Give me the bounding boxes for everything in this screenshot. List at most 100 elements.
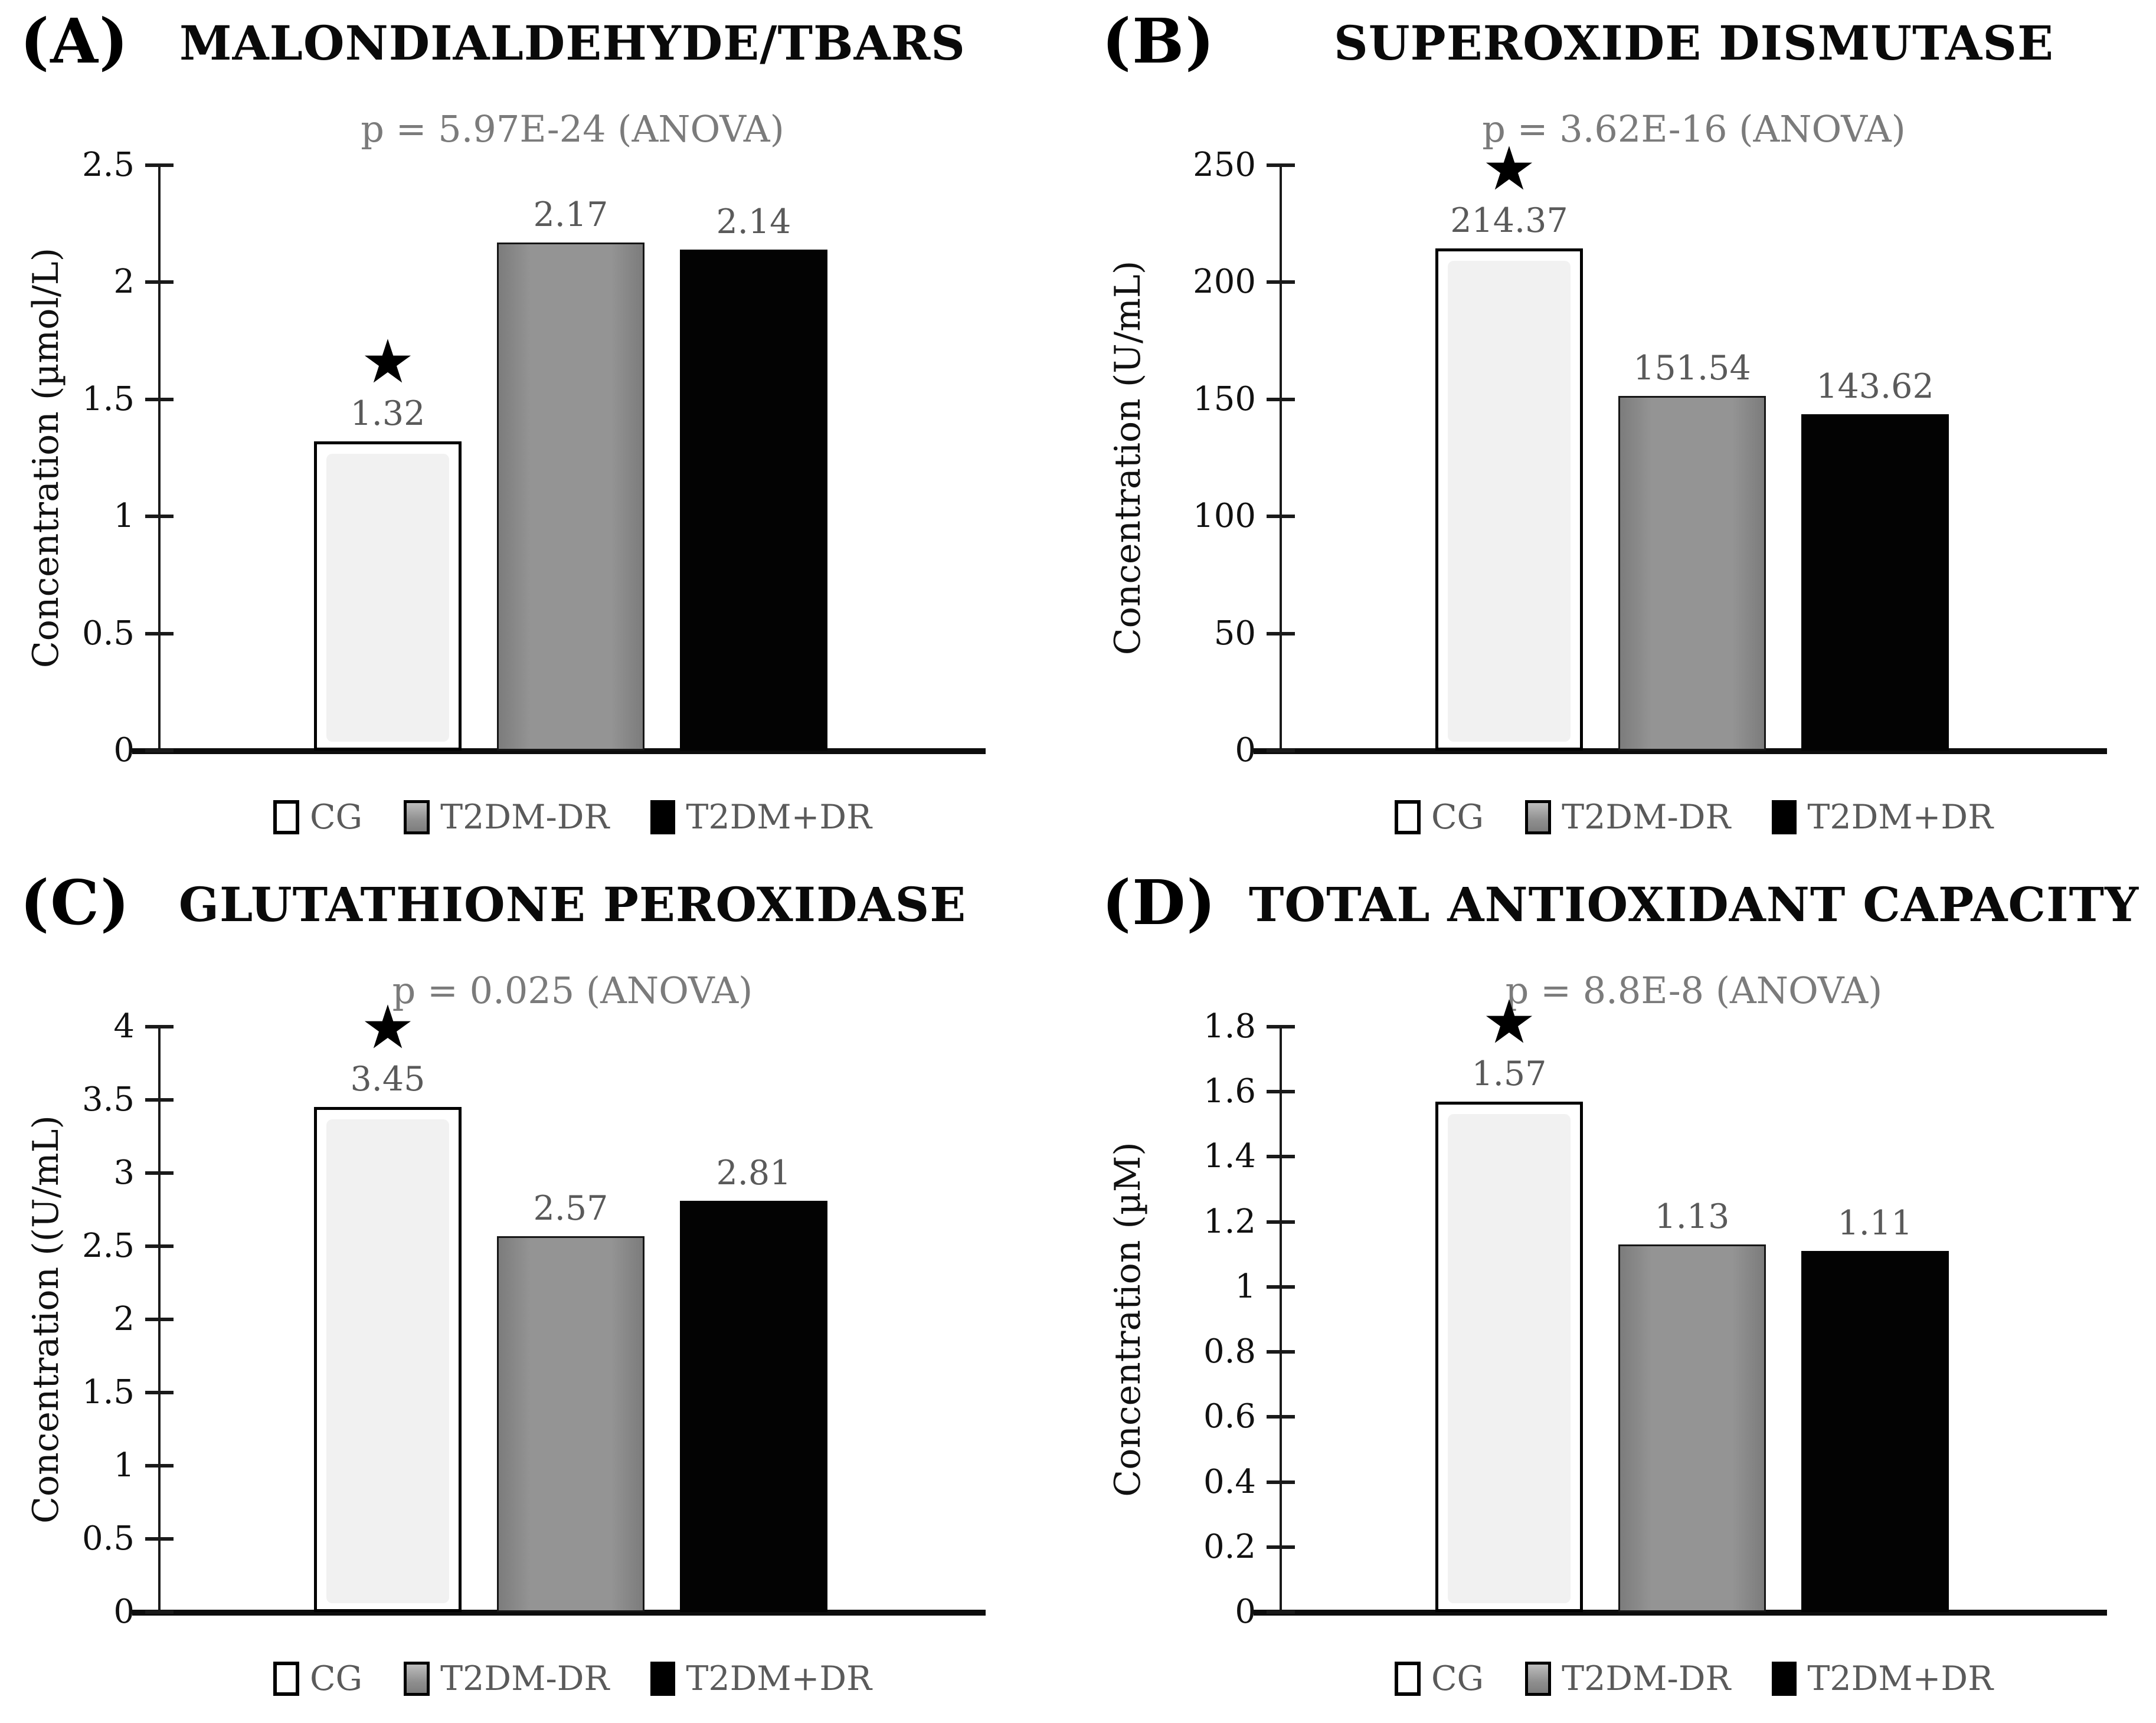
y-tick-label: 50 — [1213, 614, 1256, 653]
y-tick-label: 4 — [113, 1007, 135, 1046]
y-tick-label: 0.2 — [1203, 1527, 1256, 1566]
legend-item: T2DM-DR — [1525, 1659, 1730, 1698]
legend-swatch-cg — [1394, 1662, 1421, 1696]
bar-value-label: 2.57 — [533, 1189, 608, 1228]
chart-title: TOTAL ANTIOXIDANT CAPACITY — [1248, 877, 2139, 932]
bar-value-label: 1.11 — [1837, 1204, 1913, 1243]
y-tick-label: 3 — [113, 1154, 135, 1192]
chart-title: GLUTATHIONE PEROXIDASE — [178, 877, 967, 932]
panel-letter: (A) — [20, 5, 130, 77]
bar-value-label: 1.13 — [1654, 1197, 1730, 1236]
y-axis-tick — [1267, 163, 1295, 167]
y-tick-label: 0 — [1235, 1593, 1256, 1631]
legend-label: T2DM+DR — [686, 798, 872, 837]
y-tick-label: 0.5 — [81, 1519, 135, 1558]
x-axis-line — [132, 1610, 986, 1616]
legend-swatch-t2dm-dr — [404, 800, 430, 834]
anova-p-value: p = 8.8E-8 (ANOVA) — [1505, 969, 1883, 1012]
legend: CG T2DM-DR T2DM+DR — [159, 785, 986, 850]
y-tick-label: 150 — [1193, 379, 1256, 418]
bar-value-label: 214.37 — [1450, 201, 1568, 240]
y-axis-label: Concentration (µmol/L) — [25, 247, 67, 669]
legend-label: T2DM-DR — [1562, 1659, 1731, 1698]
bar-cg-inner-fill — [326, 1119, 449, 1603]
y-axis-tick — [1267, 280, 1295, 284]
y-tick-label: 1.8 — [1203, 1007, 1256, 1046]
y-axis-tick — [145, 1318, 174, 1321]
bar-t2dm-plus-dr — [680, 1201, 827, 1612]
y-axis-tick — [145, 631, 174, 636]
y-axis-tick — [145, 1171, 174, 1175]
legend-item: CG — [273, 1659, 362, 1698]
y-axis-tick — [145, 1244, 174, 1248]
significance-star-icon: ★ — [361, 992, 415, 1063]
y-axis-tick — [145, 1098, 174, 1102]
legend-item: T2DM+DR — [1772, 1659, 1993, 1698]
panel-c: (C) GLUTATHIONE PEROXIDASE p = 0.025 (AN… — [0, 861, 1074, 1723]
y-axis-tick — [1267, 1090, 1295, 1094]
y-axis-line — [1280, 165, 1282, 751]
bar-t2dm-dr — [1618, 1244, 1766, 1612]
y-axis-label: Concentration (U/mL) — [1107, 260, 1149, 656]
bar-value-label: 3.45 — [350, 1060, 426, 1099]
legend-swatch-t2dm-plus-dr — [650, 800, 676, 834]
legend-label: T2DM-DR — [440, 798, 610, 837]
bar-cg-inner-fill — [326, 454, 449, 742]
bar-cg-inner-fill — [1448, 1114, 1571, 1603]
panel-letter: (B) — [1102, 5, 1216, 77]
y-axis-tick — [1267, 1415, 1295, 1419]
y-tick-label: 1.6 — [1203, 1072, 1256, 1111]
legend-swatch-t2dm-dr — [1525, 800, 1552, 834]
bar-value-label: 1.32 — [350, 394, 426, 433]
y-axis-tick — [145, 163, 174, 167]
anova-p-value: p = 3.62E-16 (ANOVA) — [1482, 107, 1906, 150]
chart-title: MALONDIALDEHYDE/TBARS — [179, 15, 966, 71]
bar-cg — [1435, 248, 1583, 751]
y-axis-tick — [145, 1610, 174, 1614]
anova-p-value: p = 0.025 (ANOVA) — [392, 969, 753, 1012]
legend-label: T2DM+DR — [1807, 798, 1994, 837]
y-axis-label: Concentration (µM) — [1107, 1142, 1149, 1497]
y-axis-tick — [145, 515, 174, 519]
y-tick-label: 1 — [113, 1446, 135, 1485]
bar-cg-inner-fill — [1448, 261, 1571, 742]
bar-value-label: 1.57 — [1471, 1054, 1547, 1093]
y-axis-line — [1280, 1027, 1282, 1612]
legend-item: T2DM-DR — [404, 1659, 609, 1698]
legend-item: CG — [1394, 798, 1484, 837]
legend-label: T2DM-DR — [440, 1659, 610, 1698]
panel-b: (B) SUPEROXIDE DISMUTASE p = 3.62E-16 (A… — [1082, 0, 2156, 861]
y-axis-tick — [145, 1025, 174, 1028]
y-axis-tick — [1267, 515, 1295, 519]
legend-item: CG — [273, 798, 362, 837]
y-tick-label: 0.4 — [1203, 1462, 1256, 1501]
legend-item: T2DM-DR — [1525, 798, 1730, 837]
y-axis-tick — [1267, 1350, 1295, 1354]
y-axis-tick — [145, 397, 174, 401]
y-axis-tick — [1267, 397, 1295, 401]
y-axis-line — [158, 165, 161, 751]
y-tick-label: 0 — [1235, 731, 1256, 769]
legend-label: CG — [1431, 1659, 1484, 1698]
y-tick-label: 1.5 — [81, 379, 135, 418]
legend-swatch-t2dm-dr — [1525, 1662, 1552, 1696]
y-tick-label: 250 — [1193, 146, 1256, 184]
y-axis-tick — [145, 280, 174, 284]
bar-value-label: 2.14 — [716, 202, 791, 241]
legend-item: T2DM+DR — [650, 798, 872, 837]
legend-label: T2DM-DR — [1562, 798, 1731, 837]
y-tick-label: 100 — [1193, 497, 1256, 536]
legend-label: CG — [1431, 798, 1484, 837]
y-tick-label: 1 — [113, 497, 135, 536]
legend: CG T2DM-DR T2DM+DR — [1281, 785, 2107, 850]
bar-t2dm-dr — [497, 243, 644, 751]
y-tick-label: 2.5 — [81, 1227, 135, 1265]
y-axis-tick — [1267, 1480, 1295, 1484]
bar-t2dm-plus-dr — [680, 250, 827, 751]
legend-swatch-cg — [1394, 800, 1421, 834]
legend-swatch-t2dm-plus-dr — [1772, 800, 1797, 834]
significance-star-icon: ★ — [1482, 134, 1536, 204]
y-axis-tick — [1267, 1545, 1295, 1549]
y-axis-tick — [145, 749, 174, 752]
